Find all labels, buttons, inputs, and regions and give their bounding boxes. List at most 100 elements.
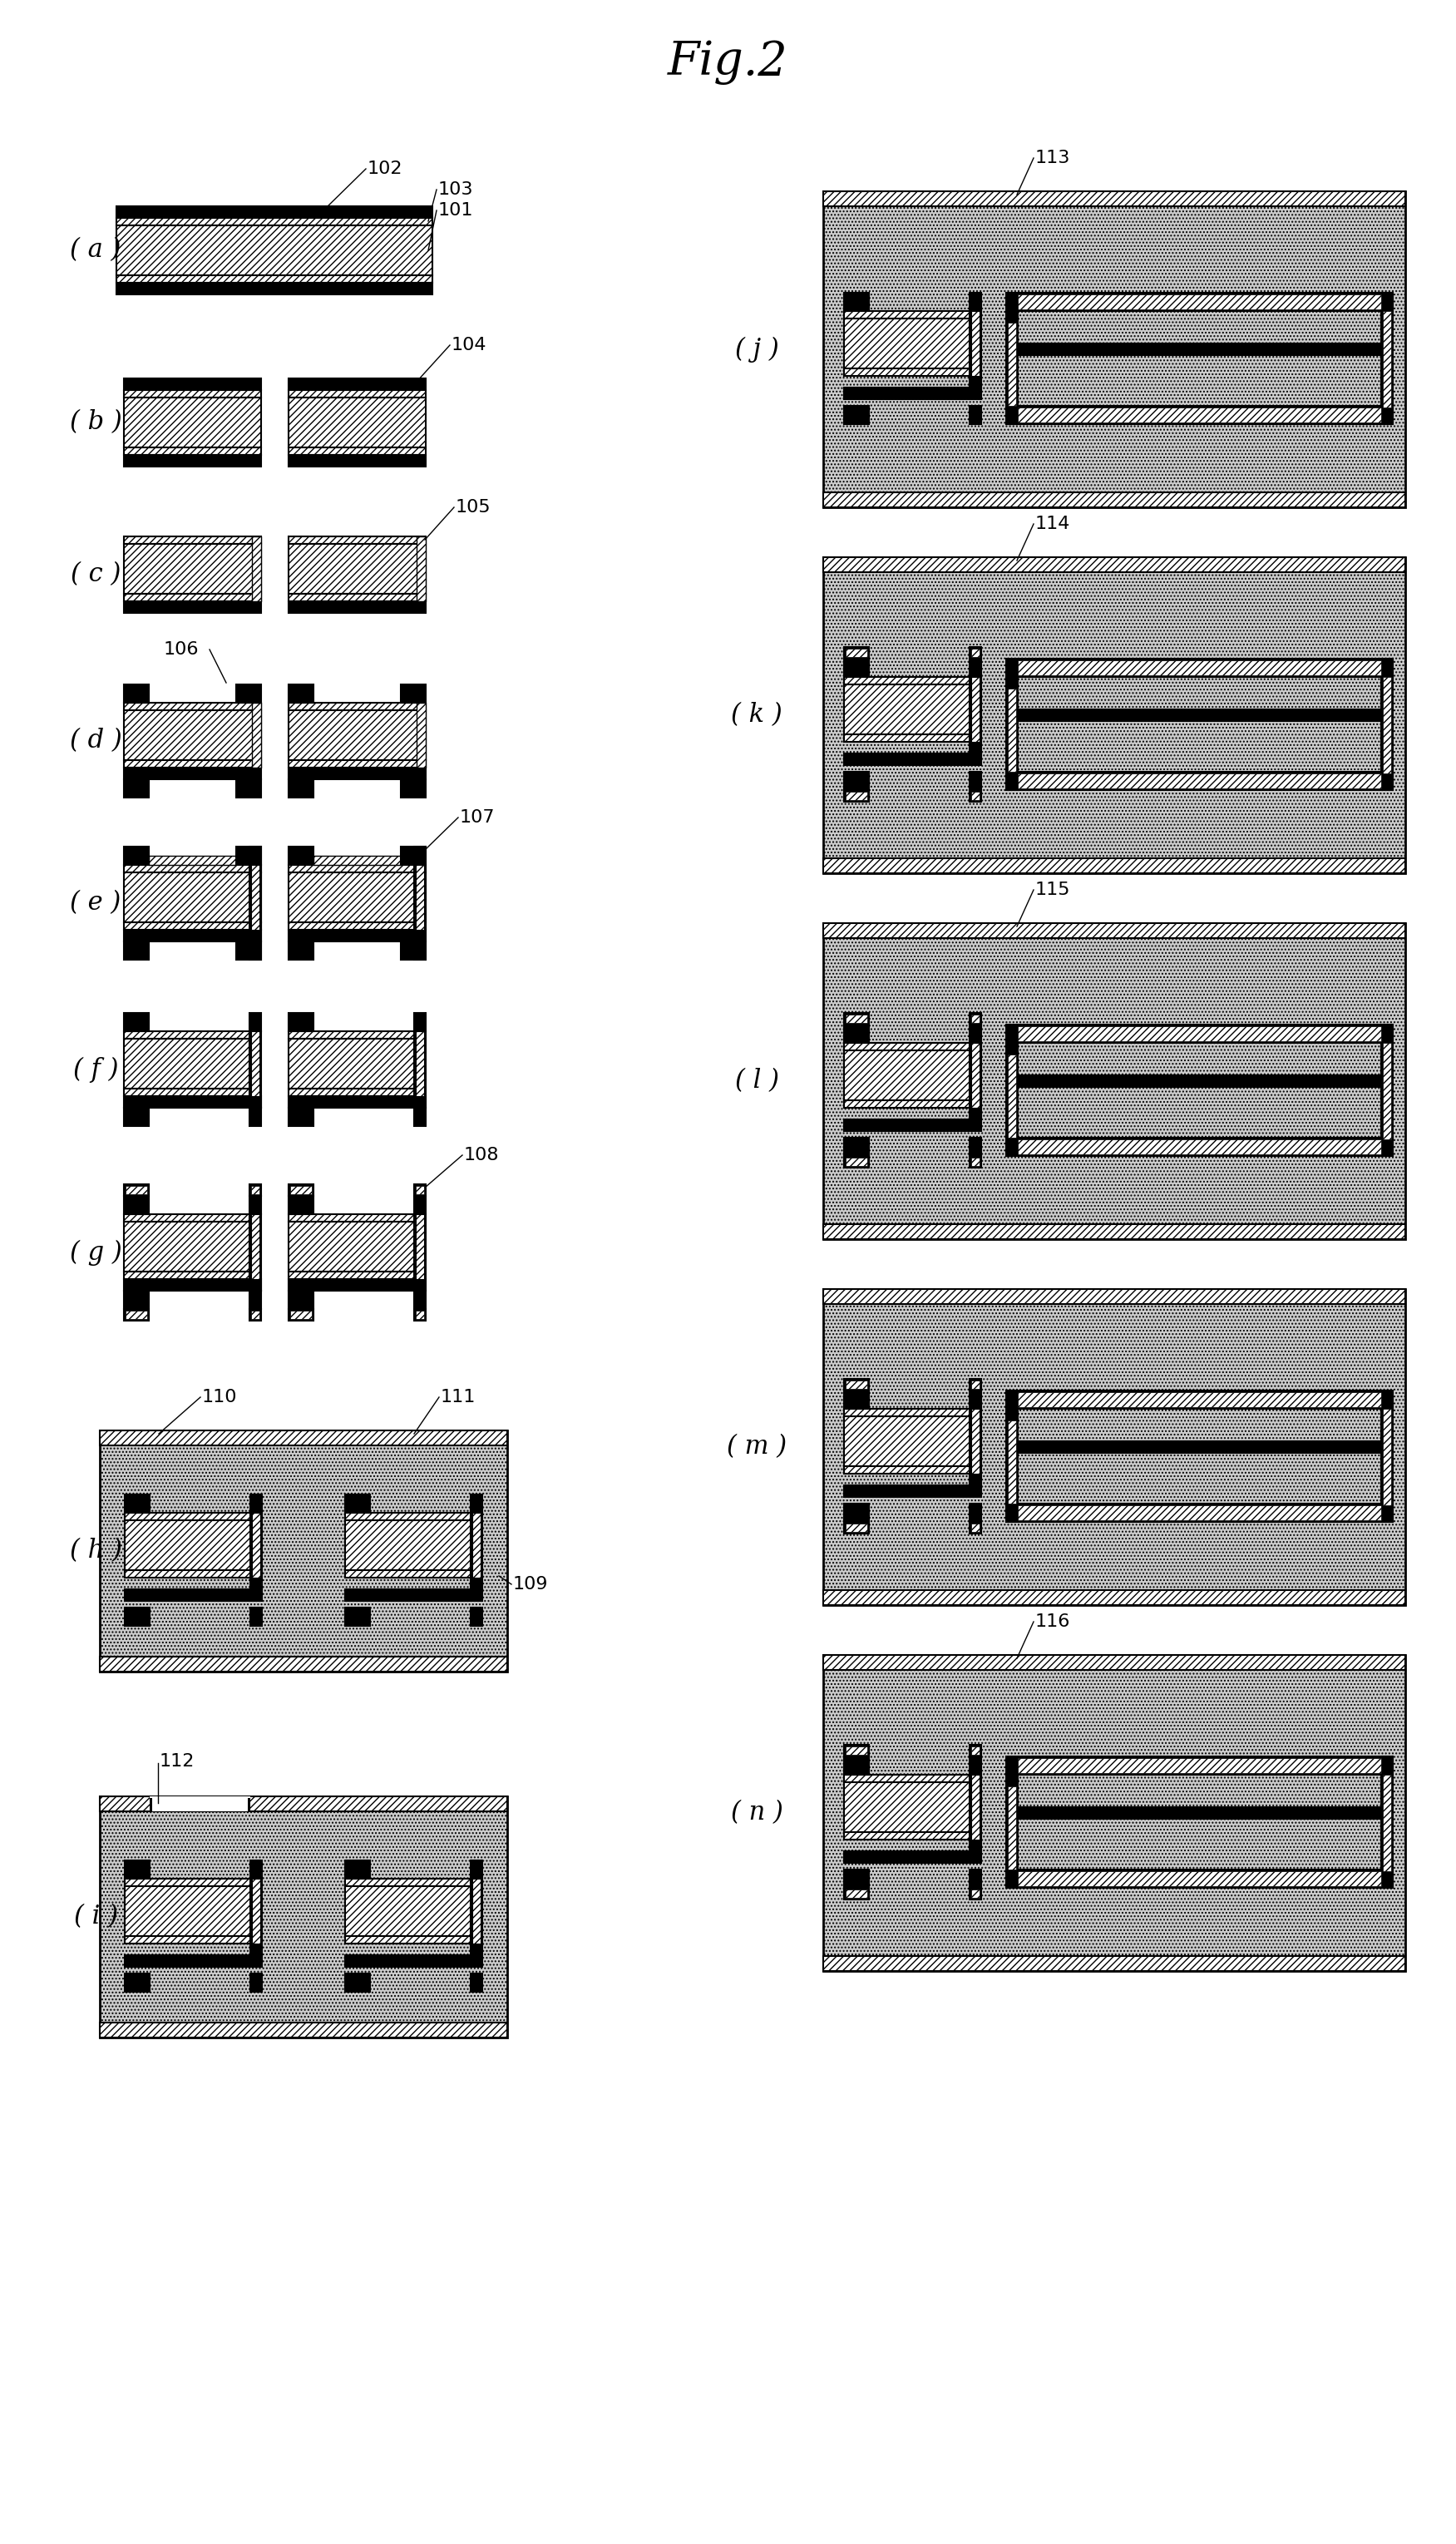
Bar bbox=[823, 557, 1405, 572]
Bar bbox=[971, 649, 980, 656]
Bar bbox=[236, 847, 261, 865]
Bar bbox=[288, 1290, 313, 1310]
Bar bbox=[288, 702, 425, 710]
Bar bbox=[844, 387, 981, 399]
Bar bbox=[970, 1392, 981, 1409]
Text: 103: 103 bbox=[438, 181, 473, 198]
Bar bbox=[416, 1310, 424, 1318]
Bar bbox=[970, 407, 981, 425]
Bar bbox=[236, 941, 261, 959]
Text: 114: 114 bbox=[1035, 516, 1070, 532]
Bar bbox=[823, 1290, 1405, 1605]
Bar bbox=[400, 778, 425, 799]
Bar bbox=[116, 275, 432, 282]
Bar bbox=[124, 1107, 149, 1127]
Bar bbox=[124, 1310, 149, 1320]
Bar bbox=[288, 865, 425, 873]
Bar bbox=[1018, 343, 1382, 356]
Bar bbox=[288, 1038, 414, 1089]
Text: ( b ): ( b ) bbox=[70, 410, 122, 435]
Bar bbox=[1018, 295, 1382, 310]
Bar bbox=[250, 1493, 262, 1514]
Bar bbox=[844, 1783, 970, 1832]
Bar bbox=[971, 1158, 980, 1165]
Bar bbox=[1008, 323, 1016, 407]
Bar bbox=[823, 857, 1405, 873]
Bar bbox=[844, 1025, 869, 1043]
Bar bbox=[124, 600, 261, 613]
Bar bbox=[400, 847, 425, 865]
Bar bbox=[844, 1119, 981, 1132]
Bar bbox=[970, 1888, 981, 1900]
Bar bbox=[124, 379, 261, 389]
Text: ( a ): ( a ) bbox=[70, 237, 121, 262]
Bar bbox=[970, 310, 981, 387]
Bar bbox=[252, 702, 261, 768]
Bar bbox=[844, 659, 869, 677]
Bar bbox=[100, 1430, 507, 1445]
Bar bbox=[288, 389, 425, 397]
Bar bbox=[1383, 677, 1390, 773]
Bar bbox=[846, 1524, 868, 1531]
Bar bbox=[844, 1521, 869, 1534]
Bar bbox=[236, 778, 261, 799]
Bar bbox=[250, 1186, 259, 1193]
Bar bbox=[288, 593, 425, 600]
Bar bbox=[345, 1885, 470, 1936]
Bar bbox=[844, 369, 970, 377]
Bar bbox=[345, 1956, 482, 1967]
Bar bbox=[970, 1776, 981, 1852]
Bar bbox=[116, 219, 432, 226]
Bar bbox=[149, 855, 236, 865]
Bar bbox=[844, 310, 970, 318]
Bar bbox=[470, 1877, 482, 1956]
Bar bbox=[971, 1890, 980, 1898]
Bar bbox=[1018, 1872, 1382, 1885]
Bar bbox=[1006, 1776, 1018, 1888]
Bar bbox=[416, 537, 425, 600]
Bar bbox=[1018, 407, 1382, 422]
Bar bbox=[1006, 1043, 1018, 1155]
Bar bbox=[124, 710, 261, 761]
Bar bbox=[400, 684, 425, 702]
Bar bbox=[345, 1608, 370, 1626]
Bar bbox=[970, 659, 981, 677]
Bar bbox=[288, 1196, 313, 1213]
Bar bbox=[1382, 1755, 1393, 1888]
Text: 107: 107 bbox=[460, 809, 495, 827]
Bar bbox=[844, 1888, 869, 1900]
Bar bbox=[1018, 1392, 1382, 1407]
Bar bbox=[124, 1030, 249, 1038]
Bar bbox=[124, 544, 261, 593]
Bar bbox=[970, 1745, 981, 1755]
Text: ( n ): ( n ) bbox=[731, 1801, 783, 1827]
Bar bbox=[345, 1590, 482, 1600]
Bar bbox=[313, 855, 400, 865]
Bar bbox=[970, 1504, 981, 1521]
Bar bbox=[846, 1381, 868, 1389]
Bar bbox=[249, 847, 261, 959]
Bar bbox=[288, 537, 425, 544]
Bar bbox=[288, 1089, 414, 1096]
Bar bbox=[125, 1885, 250, 1936]
Bar bbox=[125, 1570, 250, 1577]
Bar bbox=[823, 923, 1405, 1239]
Text: ( e ): ( e ) bbox=[70, 890, 121, 916]
Bar bbox=[1382, 659, 1393, 791]
Bar bbox=[288, 768, 425, 778]
Bar bbox=[288, 397, 425, 448]
Bar bbox=[288, 1107, 313, 1127]
Bar bbox=[970, 1409, 981, 1486]
Bar bbox=[970, 1155, 981, 1168]
Text: 105: 105 bbox=[456, 499, 491, 516]
Bar bbox=[823, 1656, 1405, 1669]
Bar bbox=[1008, 1786, 1016, 1870]
Bar bbox=[416, 1030, 424, 1096]
Text: ( f ): ( f ) bbox=[73, 1056, 118, 1084]
Bar bbox=[124, 941, 149, 959]
Bar bbox=[250, 1974, 262, 1992]
Text: 108: 108 bbox=[464, 1147, 499, 1163]
Bar bbox=[1018, 1140, 1382, 1155]
Bar bbox=[1006, 677, 1018, 791]
Bar bbox=[124, 684, 149, 702]
